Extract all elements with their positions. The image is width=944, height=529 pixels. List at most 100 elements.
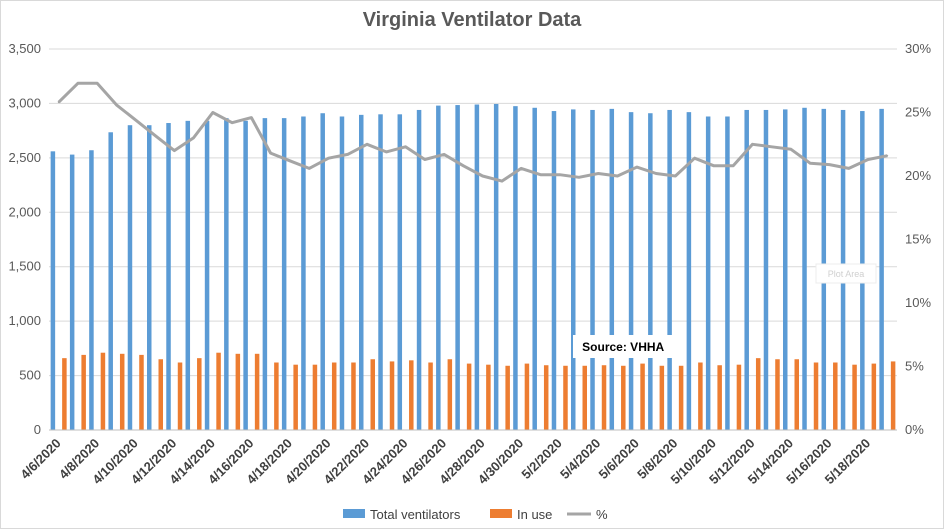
bar-total-ventilators [243, 120, 248, 431]
bar-in-use [621, 365, 626, 430]
bar-total-ventilators [628, 112, 634, 430]
bar-in-use [139, 354, 144, 430]
line-point [616, 175, 619, 177]
bar-total-ventilators [667, 109, 672, 431]
bar-in-use [81, 354, 86, 430]
x-tick-label: 4/6/2020 [17, 436, 63, 482]
bar-total-ventilators [378, 114, 383, 431]
line-point [346, 153, 349, 156]
line-point [212, 111, 214, 114]
bar-in-use [466, 363, 472, 430]
bar-total-ventilators [783, 109, 788, 430]
line-point [57, 101, 60, 104]
bar-in-use [370, 359, 375, 430]
bar-total-ventilators [590, 109, 595, 431]
bar-in-use [871, 363, 877, 430]
bar-in-use [601, 365, 607, 430]
line-point [867, 158, 869, 161]
bar-in-use [582, 365, 587, 430]
bar-total-ventilators [320, 113, 325, 431]
bar-total-ventilators [609, 108, 615, 430]
bar-total-ventilators [185, 120, 191, 431]
bar-total-ventilators [725, 116, 730, 431]
annotation-box [573, 335, 674, 358]
legend-label: % [596, 507, 608, 522]
bar-total-ventilators [339, 116, 345, 431]
bar-total-ventilators [648, 113, 653, 431]
y-tick-label: 3,000 [8, 95, 41, 110]
bar-total-ventilators [204, 120, 210, 431]
line-point [655, 172, 657, 175]
line-percent [57, 81, 888, 183]
y-tick-label: 3,500 [8, 41, 41, 56]
line-point [790, 148, 792, 151]
x-tick-label: 5/2/2020 [518, 436, 564, 482]
line-point [597, 172, 600, 175]
y2-tick-label: 20% [905, 168, 931, 183]
legend-swatch [490, 509, 512, 518]
bar-total-ventilators [50, 151, 56, 430]
bar-total-ventilators [69, 154, 75, 430]
y2-tick-label: 5% [905, 359, 924, 374]
line-point [385, 151, 388, 153]
line-point [578, 176, 580, 179]
bar-total-ventilators [686, 112, 692, 430]
line-point [520, 167, 522, 170]
bar-in-use [698, 362, 703, 430]
bar-in-use [755, 358, 761, 430]
bar-in-use [736, 364, 742, 430]
y-tick-label: 500 [19, 368, 41, 383]
bar-total-ventilators [436, 105, 441, 430]
bar-total-ventilators [493, 103, 499, 431]
bar-total-ventilators [301, 116, 306, 431]
line-point [366, 143, 368, 146]
line-point [77, 82, 79, 85]
bar-total-ventilators [89, 150, 94, 431]
line-point [886, 154, 889, 157]
line-point [308, 167, 310, 170]
plot-area-label: Plot Area [828, 269, 865, 279]
annotation-source: Source: VHHA [582, 340, 664, 354]
bar-total-ventilators [224, 118, 229, 431]
bar-in-use [312, 364, 318, 430]
y2-tick-label: 15% [905, 232, 931, 247]
legend-label: In use [517, 507, 552, 522]
bar-total-ventilators [416, 109, 422, 431]
y-tick-label: 2,000 [8, 204, 41, 219]
bar-in-use [293, 364, 298, 430]
line-point [693, 157, 696, 160]
bar-in-use [775, 359, 780, 430]
bar-in-use [235, 353, 241, 430]
y2-tick-label: 25% [905, 105, 931, 120]
bar-in-use [505, 365, 510, 430]
line-point [231, 121, 233, 124]
x-tick-label: 5/4/2020 [557, 436, 603, 482]
y2-tick-label: 10% [905, 295, 931, 310]
bar-total-ventilators [359, 114, 364, 430]
line-point [828, 163, 831, 166]
bar-in-use [216, 352, 221, 430]
line-point [192, 137, 195, 139]
line-point [115, 104, 118, 106]
line-point [443, 153, 445, 156]
line-point [770, 145, 773, 148]
bar-total-ventilators [532, 107, 537, 430]
bar-total-ventilators [397, 114, 403, 431]
bar-in-use [389, 361, 395, 430]
line-point [173, 149, 176, 152]
bar-total-ventilators [571, 109, 576, 430]
line-point [289, 159, 291, 162]
line-point [154, 134, 156, 137]
bar-in-use [447, 359, 453, 430]
line-series-group [57, 81, 889, 183]
bar-in-use [890, 361, 896, 430]
line-point [462, 165, 465, 167]
legend: Total ventilators In use% [343, 507, 608, 522]
legend-label: Total ventilators [370, 507, 461, 522]
bar-total-ventilators [455, 105, 460, 430]
line-point [713, 165, 715, 167]
bar-in-use [794, 359, 799, 430]
bar-total-ventilators [802, 107, 807, 430]
bar-in-use [717, 365, 722, 430]
